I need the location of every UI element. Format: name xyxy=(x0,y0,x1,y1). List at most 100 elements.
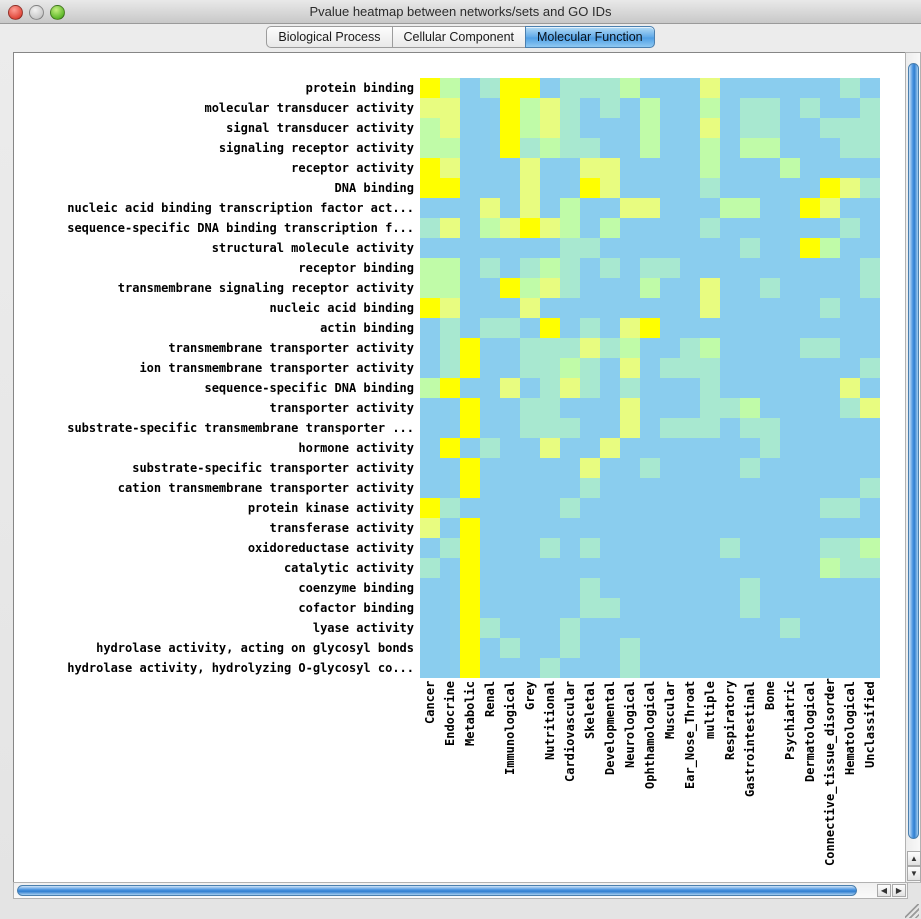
heatmap-cell[interactable] xyxy=(440,278,460,298)
heatmap-cell[interactable] xyxy=(840,198,860,218)
heatmap-cell[interactable] xyxy=(500,658,520,678)
heatmap-cell[interactable] xyxy=(480,358,500,378)
heatmap-cell[interactable] xyxy=(740,338,760,358)
heatmap-cell[interactable] xyxy=(620,358,640,378)
heatmap-cell[interactable] xyxy=(860,278,880,298)
heatmap-cell[interactable] xyxy=(780,298,800,318)
heatmap-cell[interactable] xyxy=(760,578,780,598)
heatmap-cell[interactable] xyxy=(460,118,480,138)
heatmap-cell[interactable] xyxy=(460,458,480,478)
heatmap-cell[interactable] xyxy=(480,438,500,458)
heatmap-cell[interactable] xyxy=(800,338,820,358)
heatmap-cell[interactable] xyxy=(600,158,620,178)
heatmap-cell[interactable] xyxy=(580,658,600,678)
heatmap-cell[interactable] xyxy=(620,478,640,498)
heatmap-cell[interactable] xyxy=(800,258,820,278)
heatmap-cell[interactable] xyxy=(480,658,500,678)
heatmap-cell[interactable] xyxy=(560,398,580,418)
heatmap-cell[interactable] xyxy=(460,78,480,98)
heatmap-cell[interactable] xyxy=(520,558,540,578)
heatmap-cell[interactable] xyxy=(780,78,800,98)
heatmap-cell[interactable] xyxy=(580,578,600,598)
heatmap-cell[interactable] xyxy=(560,618,580,638)
heatmap-cell[interactable] xyxy=(720,178,740,198)
heatmap-cell[interactable] xyxy=(840,578,860,598)
heatmap-cell[interactable] xyxy=(680,478,700,498)
heatmap-cell[interactable] xyxy=(800,118,820,138)
heatmap-cell[interactable] xyxy=(680,278,700,298)
heatmap-cell[interactable] xyxy=(800,78,820,98)
heatmap-cell[interactable] xyxy=(560,378,580,398)
heatmap-cell[interactable] xyxy=(700,658,720,678)
heatmap-cell[interactable] xyxy=(800,598,820,618)
tab-cellular-component[interactable]: Cellular Component xyxy=(391,26,525,48)
heatmap-cell[interactable] xyxy=(420,178,440,198)
heatmap-cell[interactable] xyxy=(720,258,740,278)
heatmap-cell[interactable] xyxy=(820,338,840,358)
heatmap-cell[interactable] xyxy=(840,78,860,98)
heatmap-cell[interactable] xyxy=(820,238,840,258)
heatmap-cell[interactable] xyxy=(780,478,800,498)
heatmap-cell[interactable] xyxy=(500,298,520,318)
heatmap-cell[interactable] xyxy=(700,458,720,478)
heatmap-cell[interactable] xyxy=(860,198,880,218)
heatmap-cell[interactable] xyxy=(520,78,540,98)
heatmap-cell[interactable] xyxy=(660,298,680,318)
heatmap-cell[interactable] xyxy=(800,458,820,478)
heatmap-cell[interactable] xyxy=(620,418,640,438)
heatmap-cell[interactable] xyxy=(780,558,800,578)
heatmap-cell[interactable] xyxy=(620,558,640,578)
heatmap-cell[interactable] xyxy=(500,558,520,578)
heatmap-cell[interactable] xyxy=(520,218,540,238)
heatmap-cell[interactable] xyxy=(580,278,600,298)
heatmap-cell[interactable] xyxy=(620,278,640,298)
heatmap-cell[interactable] xyxy=(580,418,600,438)
heatmap-cell[interactable] xyxy=(480,238,500,258)
heatmap-cell[interactable] xyxy=(680,158,700,178)
heatmap-cell[interactable] xyxy=(740,238,760,258)
heatmap-cell[interactable] xyxy=(440,538,460,558)
heatmap-cell[interactable] xyxy=(800,518,820,538)
heatmap-cell[interactable] xyxy=(760,158,780,178)
heatmap-cell[interactable] xyxy=(680,118,700,138)
heatmap-cell[interactable] xyxy=(640,518,660,538)
heatmap-cell[interactable] xyxy=(720,138,740,158)
heatmap-cell[interactable] xyxy=(680,298,700,318)
heatmap-cell[interactable] xyxy=(560,458,580,478)
heatmap-cell[interactable] xyxy=(520,338,540,358)
heatmap-cell[interactable] xyxy=(680,378,700,398)
heatmap-grid[interactable] xyxy=(420,78,880,678)
heatmap-cell[interactable] xyxy=(520,138,540,158)
heatmap-cell[interactable] xyxy=(640,658,660,678)
heatmap-cell[interactable] xyxy=(440,358,460,378)
heatmap-cell[interactable] xyxy=(520,438,540,458)
heatmap-cell[interactable] xyxy=(440,258,460,278)
heatmap-cell[interactable] xyxy=(480,598,500,618)
heatmap-cell[interactable] xyxy=(700,578,720,598)
heatmap-cell[interactable] xyxy=(440,598,460,618)
heatmap-cell[interactable] xyxy=(500,578,520,598)
heatmap-cell[interactable] xyxy=(760,298,780,318)
heatmap-cell[interactable] xyxy=(820,138,840,158)
heatmap-cell[interactable] xyxy=(740,618,760,638)
heatmap-cell[interactable] xyxy=(720,198,740,218)
heatmap-cell[interactable] xyxy=(700,498,720,518)
heatmap-cell[interactable] xyxy=(420,658,440,678)
heatmap-cell[interactable] xyxy=(700,158,720,178)
heatmap-cell[interactable] xyxy=(740,538,760,558)
heatmap-cell[interactable] xyxy=(620,378,640,398)
heatmap-cell[interactable] xyxy=(820,498,840,518)
heatmap-cell[interactable] xyxy=(800,178,820,198)
heatmap-cell[interactable] xyxy=(840,98,860,118)
heatmap-cell[interactable] xyxy=(580,478,600,498)
heatmap-cell[interactable] xyxy=(800,278,820,298)
heatmap-cell[interactable] xyxy=(520,378,540,398)
heatmap-cell[interactable] xyxy=(420,318,440,338)
heatmap-cell[interactable] xyxy=(680,538,700,558)
heatmap-cell[interactable] xyxy=(580,98,600,118)
heatmap-cell[interactable] xyxy=(480,218,500,238)
heatmap-cell[interactable] xyxy=(580,638,600,658)
heatmap-cell[interactable] xyxy=(860,218,880,238)
heatmap-cell[interactable] xyxy=(600,478,620,498)
heatmap-cell[interactable] xyxy=(620,158,640,178)
